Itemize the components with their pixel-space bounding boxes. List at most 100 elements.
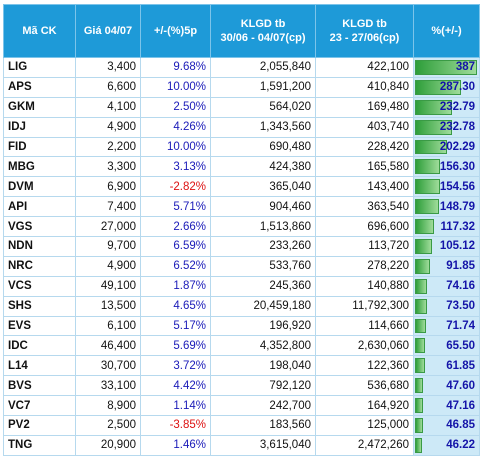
pct-cell: 387 bbox=[413, 57, 480, 78]
cell: 4.42% bbox=[140, 375, 211, 397]
pct-value: 47.60 bbox=[446, 379, 475, 392]
pct-value: 232.78 bbox=[439, 121, 475, 134]
cell: 10.00% bbox=[140, 136, 211, 158]
cell: 536,680 bbox=[315, 375, 414, 397]
stock-code: NDN bbox=[3, 236, 76, 257]
table-row: GKM 4,100 2.50% 564,020 169,480 232.79 bbox=[3, 96, 480, 118]
cell: 5.17% bbox=[140, 315, 211, 337]
table-row: EVS 6,100 5.17% 196,920 114,660 71.74 bbox=[3, 315, 480, 337]
stock-code: VCS bbox=[3, 275, 76, 297]
cell: 3,300 bbox=[75, 156, 141, 178]
data-bar bbox=[415, 60, 477, 75]
cell: 1,513,860 bbox=[210, 216, 316, 238]
pct-value: 287.30 bbox=[439, 81, 475, 94]
data-bar bbox=[415, 338, 426, 354]
cell: 10.00% bbox=[140, 76, 211, 98]
pct-value: 73.50 bbox=[446, 300, 475, 313]
data-bar bbox=[415, 258, 430, 274]
pct-cell: 91.85 bbox=[413, 255, 480, 277]
cell: 196,920 bbox=[210, 315, 316, 337]
cell: 164,920 bbox=[315, 395, 414, 417]
table-row: IDJ 4,900 4.26% 1,343,560 403,740 232.78 bbox=[3, 116, 480, 138]
header-cell: Mã CK bbox=[3, 4, 76, 58]
pct-cell: 46.22 bbox=[413, 434, 480, 456]
cell: 2,055,840 bbox=[210, 57, 316, 78]
stock-code: API bbox=[3, 196, 76, 218]
cell: 1.87% bbox=[140, 275, 211, 297]
cell: 233,260 bbox=[210, 236, 316, 257]
pct-value: 61.85 bbox=[446, 359, 475, 372]
pct-cell: 202.29 bbox=[413, 136, 480, 158]
cell: 228,420 bbox=[315, 136, 414, 158]
cell: 125,000 bbox=[315, 415, 414, 436]
cell: 183,560 bbox=[210, 415, 316, 436]
data-bar bbox=[415, 437, 423, 453]
data-bar bbox=[415, 398, 423, 414]
cell: 4,100 bbox=[75, 96, 141, 118]
table-row: L14 30,700 3.72% 198,040 122,360 61.85 bbox=[3, 355, 480, 377]
table-row: VGS 27,000 2.66% 1,513,860 696,600 117.32 bbox=[3, 216, 480, 238]
data-bar bbox=[415, 79, 462, 95]
pct-value: 154.56 bbox=[439, 180, 475, 193]
pct-cell: 47.60 bbox=[413, 375, 480, 397]
pct-value: 71.74 bbox=[446, 320, 475, 333]
cell: 2.66% bbox=[140, 216, 211, 238]
table-row: LIG 3,400 9.68% 2,055,840 422,100 387 bbox=[3, 57, 480, 78]
cell: 4.65% bbox=[140, 295, 211, 317]
cell: 30,700 bbox=[75, 355, 141, 377]
table-row: API 7,400 5.71% 904,460 363,540 148.79 bbox=[3, 196, 480, 218]
table-row: VCS 49,100 1.87% 245,360 140,880 74.16 bbox=[3, 275, 480, 297]
data-bar bbox=[415, 219, 434, 235]
data-bar bbox=[415, 119, 453, 135]
table-row: APS 6,600 10.00% 1,591,200 410,840 287.30 bbox=[3, 76, 480, 98]
pct-cell: 65.50 bbox=[413, 335, 480, 357]
pct-cell: 71.74 bbox=[413, 315, 480, 337]
cell: 33,100 bbox=[75, 375, 141, 397]
cell: 2,630,060 bbox=[315, 335, 414, 357]
cell: 4,900 bbox=[75, 255, 141, 277]
data-bar bbox=[415, 278, 427, 294]
table-row: VC7 8,900 1.14% 242,700 164,920 47.16 bbox=[3, 395, 480, 417]
cell: 1.46% bbox=[140, 434, 211, 456]
cell: -2.82% bbox=[140, 176, 211, 198]
cell: 365,040 bbox=[210, 176, 316, 198]
cell: 114,660 bbox=[315, 315, 414, 337]
cell: 2,200 bbox=[75, 136, 141, 158]
pct-value: 232.79 bbox=[439, 101, 475, 114]
data-bar bbox=[415, 99, 453, 115]
table: Mã CK Giá 04/07 +/-(%)5p KLGD tb 30/06 - 04… bbox=[3, 4, 480, 456]
cell: 46,400 bbox=[75, 335, 141, 357]
pct-cell: 73.50 bbox=[413, 295, 480, 317]
stock-code: BVS bbox=[3, 375, 76, 397]
stock-code: VGS bbox=[3, 216, 76, 238]
pct-cell: 74.16 bbox=[413, 275, 480, 297]
data-bar bbox=[415, 418, 423, 433]
data-bar bbox=[415, 199, 439, 215]
cell: 20,900 bbox=[75, 434, 141, 456]
cell: 9,700 bbox=[75, 236, 141, 257]
cell: 198,040 bbox=[210, 355, 316, 377]
stock-code: SHS bbox=[3, 295, 76, 317]
data-bar bbox=[415, 358, 425, 374]
cell: 245,360 bbox=[210, 275, 316, 297]
stock-code: LIG bbox=[3, 57, 76, 78]
cell: 422,100 bbox=[315, 57, 414, 78]
cell: 690,480 bbox=[210, 136, 316, 158]
stock-code: APS bbox=[3, 76, 76, 98]
cell: 165,580 bbox=[315, 156, 414, 178]
cell: 403,740 bbox=[315, 116, 414, 138]
cell: 363,540 bbox=[315, 196, 414, 218]
pct-value: 148.79 bbox=[439, 200, 475, 213]
pct-value: 202.29 bbox=[439, 141, 475, 153]
pct-value: 91.85 bbox=[446, 260, 475, 273]
data-bar bbox=[415, 179, 440, 195]
stock-code: L14 bbox=[3, 355, 76, 377]
header-cell: KLGD tb 30/06 - 04/07(cp) bbox=[210, 4, 316, 58]
cell: 143,400 bbox=[315, 176, 414, 198]
header-row: Mã CK Giá 04/07 +/-(%)5p KLGD tb 30/06 - 04… bbox=[3, 4, 480, 58]
cell: 140,880 bbox=[315, 275, 414, 297]
stock-code: NRC bbox=[3, 255, 76, 277]
table-row: PV2 2,500 -3.85% 183,560 125,000 46.85 bbox=[3, 415, 480, 436]
pct-value: 117.32 bbox=[440, 220, 475, 233]
